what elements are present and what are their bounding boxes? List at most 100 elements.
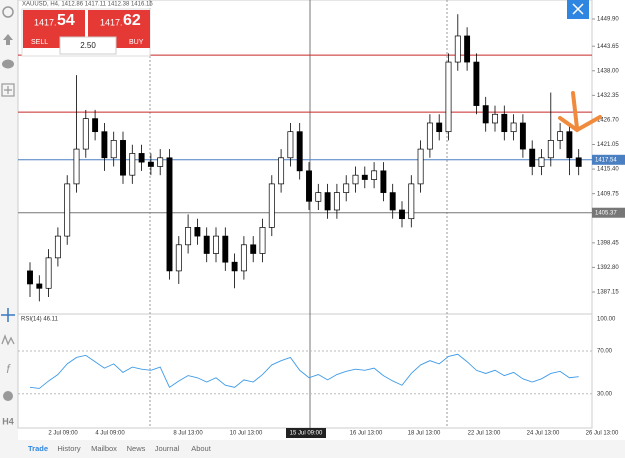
candle-body bbox=[492, 113, 498, 124]
icon-crosshair[interactable] bbox=[1, 308, 15, 322]
rsi-label: RSI(14) 46.11 bbox=[21, 317, 59, 323]
candle-body bbox=[315, 192, 322, 202]
candle-body bbox=[557, 131, 564, 141]
icon-indicators[interactable] bbox=[3, 34, 13, 45]
price-label: 1421.05 bbox=[597, 142, 619, 148]
candle-body bbox=[566, 131, 573, 159]
candle-body bbox=[482, 105, 489, 124]
candle-body bbox=[259, 227, 266, 254]
candle-body bbox=[92, 118, 99, 133]
rsi-tick-label: 100.00 bbox=[597, 317, 616, 323]
candle-body bbox=[110, 140, 117, 159]
candle-body bbox=[399, 209, 405, 220]
icon-settings[interactable] bbox=[2, 6, 14, 18]
lot-input[interactable] bbox=[59, 36, 117, 55]
symbol-info: XAUUSD, H4, 1412.86 1417.11 1412.38 1416… bbox=[22, 2, 153, 8]
candle-body bbox=[445, 61, 452, 133]
icon-lines[interactable] bbox=[1, 334, 15, 346]
toolbar bbox=[0, 0, 18, 440]
price-label: 1409.75 bbox=[597, 191, 619, 197]
candle-body bbox=[45, 257, 52, 289]
candle-body bbox=[250, 244, 257, 254]
candle-body bbox=[389, 192, 396, 211]
time-label: 4 Jul 09:00 bbox=[95, 431, 125, 437]
candle-body bbox=[454, 35, 461, 63]
candle-body bbox=[240, 244, 247, 272]
candle-body bbox=[501, 113, 508, 133]
candle-body bbox=[194, 227, 201, 237]
candle-body bbox=[54, 235, 61, 259]
time-label: 24 Jul 13:00 bbox=[527, 431, 560, 437]
icon-objects[interactable] bbox=[3, 391, 13, 401]
price-level-tag bbox=[592, 207, 625, 218]
time-label: 8 Jul 13:00 bbox=[173, 431, 203, 437]
price-label: 1392.80 bbox=[597, 265, 619, 271]
tab[interactable]: Journal bbox=[155, 444, 180, 453]
candle-body bbox=[306, 170, 312, 202]
candle-body bbox=[352, 174, 359, 185]
price-label: 1415.40 bbox=[597, 167, 619, 173]
crosshair-time-tag bbox=[286, 428, 326, 438]
candle-body bbox=[203, 235, 210, 254]
buy-label: BUY bbox=[129, 39, 144, 46]
candle-body bbox=[547, 140, 554, 159]
price-level-label: 1417.54 bbox=[595, 157, 617, 163]
candle-body bbox=[175, 244, 182, 272]
time-label: 2 Jul 09:00 bbox=[48, 431, 78, 437]
tab[interactable]: Mailbox bbox=[91, 444, 117, 453]
price-label: 1426.70 bbox=[597, 118, 619, 124]
tab[interactable]: History bbox=[57, 444, 81, 453]
candle-body bbox=[408, 183, 415, 220]
candle-body bbox=[73, 148, 80, 185]
time-label: 22 Jul 13:00 bbox=[468, 431, 501, 437]
candle-body bbox=[287, 131, 294, 159]
price-label: 1449.90 bbox=[597, 17, 619, 23]
candle-body bbox=[129, 153, 136, 176]
price-label: 1443.65 bbox=[597, 44, 619, 50]
candle-body bbox=[166, 157, 173, 272]
tab[interactable]: About bbox=[191, 444, 212, 453]
annotation-arrow bbox=[558, 91, 602, 133]
time-label: 15 Jul 09:00 bbox=[290, 431, 323, 437]
candle-body bbox=[296, 131, 303, 172]
candle-body bbox=[417, 148, 424, 185]
rsi-tick-label: 30.00 bbox=[597, 391, 613, 397]
candle-body bbox=[213, 235, 219, 254]
candle-body bbox=[147, 161, 154, 167]
icon-new[interactable] bbox=[1, 83, 15, 97]
sell-price-small: 1417. bbox=[34, 17, 57, 27]
candle-body bbox=[36, 283, 43, 289]
candle-body bbox=[64, 183, 71, 237]
rsi-line bbox=[29, 353, 579, 389]
candle-body bbox=[361, 174, 368, 180]
icon-plus bbox=[4, 86, 12, 94]
candle-body bbox=[333, 192, 340, 211]
price-label: 1387.15 bbox=[597, 290, 619, 296]
candle-body bbox=[436, 122, 443, 133]
candle-body bbox=[343, 183, 350, 193]
tab[interactable]: News bbox=[127, 444, 146, 453]
price-level-tag bbox=[592, 154, 625, 165]
candle-body bbox=[101, 131, 108, 159]
candle-body bbox=[120, 140, 126, 176]
candle-body bbox=[510, 122, 517, 133]
icon-chat[interactable] bbox=[2, 59, 14, 69]
candle-body bbox=[231, 261, 238, 272]
icon-function[interactable]: f bbox=[6, 362, 11, 376]
sell-label: SELL bbox=[31, 39, 48, 46]
candle-body bbox=[222, 235, 229, 263]
candle-body bbox=[464, 35, 471, 63]
candle-body bbox=[324, 192, 331, 211]
candle-body bbox=[380, 170, 387, 193]
tab[interactable]: Trade bbox=[28, 444, 48, 453]
price-label: 1432.35 bbox=[597, 93, 619, 99]
close-icon bbox=[572, 3, 584, 15]
timeframe[interactable]: H4 bbox=[2, 416, 14, 426]
time-label: 18 Jul 13:00 bbox=[408, 431, 441, 437]
candle-body bbox=[575, 157, 582, 167]
time-label: 26 Jul 13:00 bbox=[586, 431, 619, 437]
time-label: 10 Jul 13:00 bbox=[230, 431, 263, 437]
rsi-tick-label: 70.00 bbox=[597, 349, 613, 355]
time-label: 16 Jul 13:00 bbox=[350, 431, 383, 437]
